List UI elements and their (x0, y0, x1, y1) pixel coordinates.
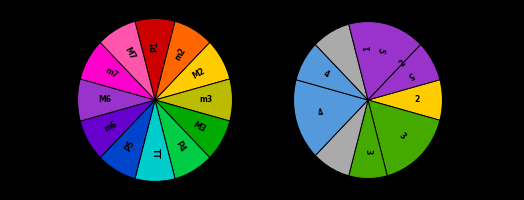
Text: 2: 2 (397, 59, 408, 69)
Text: P4: P4 (173, 139, 187, 153)
Polygon shape (100, 21, 155, 100)
Text: TT: TT (150, 148, 159, 159)
Text: M2: M2 (191, 66, 207, 80)
Polygon shape (348, 21, 421, 100)
Polygon shape (155, 100, 231, 158)
Polygon shape (315, 24, 368, 100)
Polygon shape (80, 100, 155, 158)
Text: 5: 5 (376, 47, 386, 54)
Text: m2: m2 (173, 46, 188, 62)
Polygon shape (368, 44, 441, 100)
Polygon shape (155, 100, 210, 179)
Polygon shape (77, 79, 155, 121)
Text: P5: P5 (123, 139, 136, 153)
Polygon shape (135, 100, 175, 182)
Polygon shape (80, 42, 155, 100)
Text: 2: 2 (414, 96, 419, 104)
Text: m6: m6 (103, 119, 119, 134)
Text: 4: 4 (321, 69, 330, 80)
Polygon shape (155, 42, 231, 100)
Text: 5: 5 (406, 69, 414, 80)
Polygon shape (315, 24, 368, 100)
Polygon shape (368, 80, 443, 120)
Text: M7: M7 (123, 46, 137, 62)
Polygon shape (100, 100, 155, 179)
Text: 3: 3 (397, 131, 408, 141)
Text: M6: M6 (98, 96, 111, 104)
Text: m7: m7 (103, 66, 119, 81)
Text: 4: 4 (317, 108, 324, 118)
Polygon shape (293, 80, 368, 156)
Polygon shape (348, 21, 387, 100)
Text: M3: M3 (191, 120, 207, 134)
Polygon shape (155, 21, 210, 100)
Text: 3: 3 (364, 149, 373, 154)
Polygon shape (135, 18, 175, 100)
Polygon shape (155, 79, 233, 121)
Polygon shape (368, 24, 441, 100)
Polygon shape (315, 100, 368, 176)
Polygon shape (368, 100, 441, 176)
Polygon shape (296, 44, 368, 100)
Polygon shape (296, 44, 368, 100)
Polygon shape (348, 100, 387, 179)
Text: P1: P1 (150, 41, 159, 52)
Text: 1: 1 (364, 46, 373, 51)
Text: m3: m3 (199, 96, 212, 104)
